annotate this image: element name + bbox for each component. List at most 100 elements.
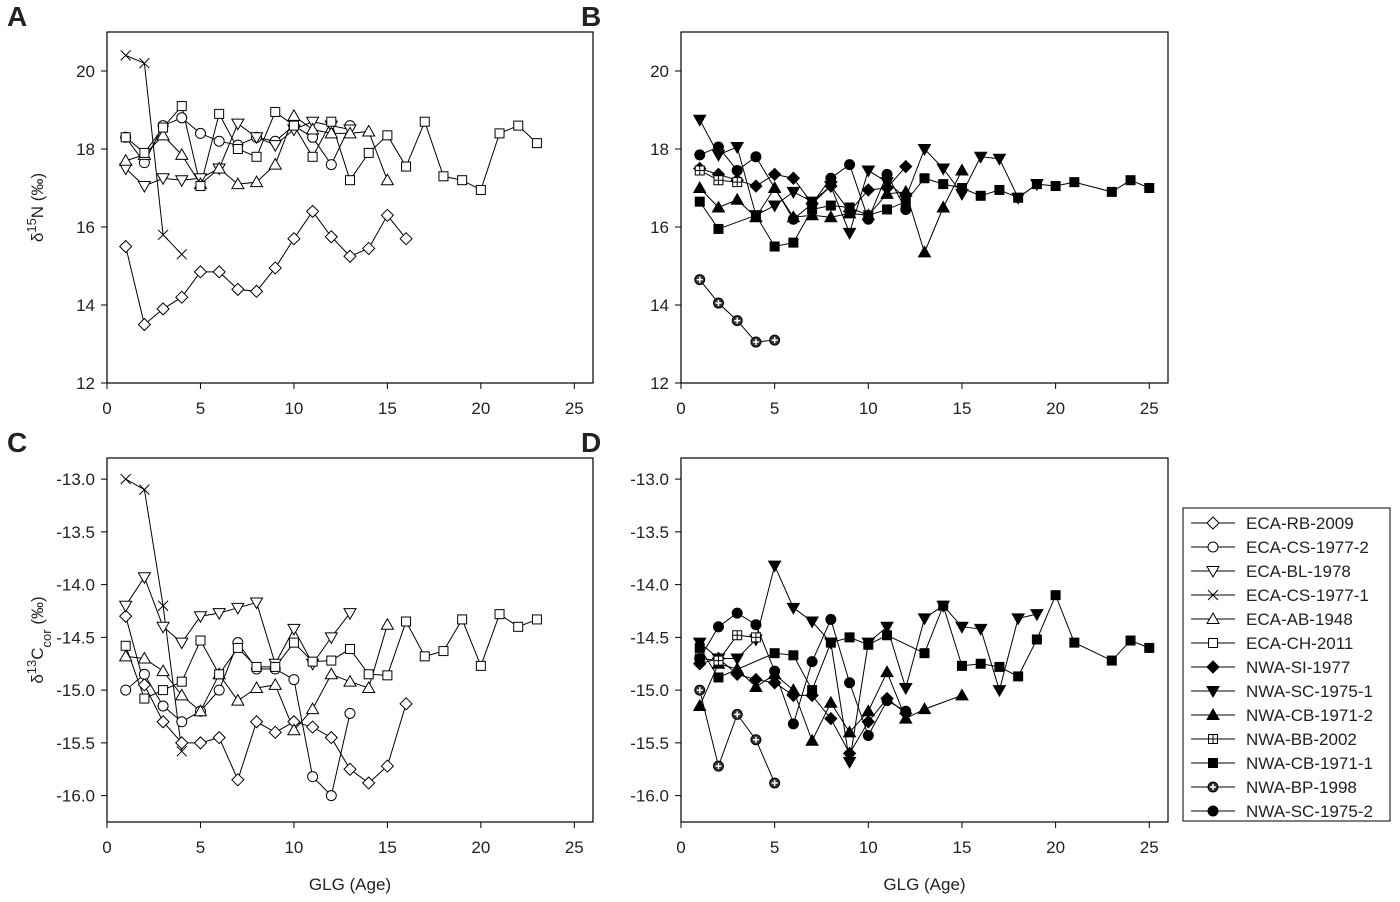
- marker: [176, 716, 188, 728]
- marker: [712, 141, 724, 153]
- y-tick-label: -13.5: [56, 523, 95, 542]
- marker-cross: [715, 300, 722, 307]
- marker: [157, 600, 169, 612]
- marker: [325, 790, 337, 802]
- legend-label: NWA-BB-2002: [1246, 730, 1357, 749]
- legend-label: ECA-AB-1948: [1246, 610, 1353, 629]
- marker: [769, 334, 781, 346]
- x-tick-label: 10: [859, 399, 878, 418]
- marker: [268, 157, 283, 170]
- marker: [120, 473, 132, 485]
- marker: [788, 237, 799, 248]
- marker: [805, 733, 819, 746]
- marker: [1031, 179, 1042, 190]
- marker: [326, 655, 337, 666]
- marker: [713, 223, 724, 234]
- marker: [176, 248, 188, 260]
- marker: [731, 315, 743, 327]
- marker: [175, 290, 189, 304]
- x-tick-label: 20: [1046, 399, 1065, 418]
- marker: [156, 128, 170, 141]
- marker: [214, 108, 225, 119]
- marker: [882, 204, 893, 215]
- x-tick-label: 10: [859, 838, 878, 857]
- marker: [823, 210, 838, 223]
- marker: [1207, 541, 1219, 553]
- marker-cross: [1210, 784, 1216, 790]
- marker: [156, 715, 170, 729]
- marker: [232, 144, 243, 154]
- marker: [156, 621, 170, 634]
- marker: [343, 608, 357, 621]
- marker: [956, 183, 967, 193]
- marker-cross: [752, 339, 759, 346]
- marker: [750, 151, 762, 163]
- marker: [194, 127, 206, 139]
- marker: [268, 677, 283, 690]
- marker: [786, 171, 801, 185]
- x-tick-label: 5: [196, 838, 205, 857]
- y-tick-label: -15.0: [56, 681, 95, 700]
- marker: [936, 200, 951, 213]
- marker: [750, 632, 761, 643]
- marker: [767, 200, 782, 213]
- marker: [176, 745, 188, 757]
- marker: [305, 204, 320, 219]
- panel-label: D: [581, 427, 601, 458]
- y-axis-label-part: δ: [28, 674, 47, 683]
- marker: [823, 695, 838, 708]
- marker: [231, 282, 245, 297]
- marker: [844, 159, 856, 171]
- x-tick-label: 15: [953, 399, 972, 418]
- marker: [212, 730, 226, 745]
- marker: [307, 151, 318, 162]
- marker: [844, 677, 856, 689]
- x-tick-label: 5: [770, 838, 779, 857]
- marker: [399, 697, 413, 711]
- legend-label: NWA-SI-1977: [1246, 658, 1350, 677]
- marker: [251, 151, 262, 162]
- marker: [193, 611, 208, 624]
- marker: [230, 602, 245, 615]
- marker: [324, 126, 339, 139]
- marker: [1050, 590, 1061, 601]
- marker: [307, 771, 319, 783]
- marker: [343, 674, 357, 687]
- marker: [786, 602, 801, 615]
- legend-label: ECA-RB-2009: [1246, 514, 1354, 533]
- marker: [955, 688, 969, 701]
- marker: [249, 284, 264, 299]
- marker: [992, 153, 1007, 166]
- marker: [807, 685, 818, 696]
- marker: [270, 106, 281, 117]
- marker: [249, 680, 264, 694]
- marker: [732, 177, 743, 188]
- marker: [249, 715, 264, 729]
- marker: [156, 664, 170, 677]
- x-tick-label: 0: [102, 838, 111, 857]
- marker: [361, 124, 376, 137]
- marker: [936, 163, 951, 176]
- marker: [139, 693, 150, 704]
- marker: [345, 175, 355, 186]
- legend-label: ECA-CS-1977-2: [1246, 538, 1369, 557]
- marker: [344, 707, 356, 719]
- marker: [711, 200, 726, 213]
- marker: [917, 245, 932, 258]
- marker: [287, 623, 301, 636]
- y-tick-label: 20: [76, 62, 95, 81]
- marker: [861, 183, 876, 197]
- marker: [992, 685, 1007, 698]
- marker: [139, 484, 150, 496]
- y-tick-label: -16.0: [630, 787, 669, 806]
- marker: [882, 630, 893, 641]
- marker: [382, 130, 393, 141]
- marker: [749, 679, 763, 692]
- marker: [713, 672, 724, 683]
- marker: [268, 725, 282, 740]
- marker: [118, 609, 133, 623]
- marker: [769, 665, 781, 677]
- legend-label: NWA-SC-1975-1: [1246, 682, 1373, 701]
- marker: [231, 773, 245, 787]
